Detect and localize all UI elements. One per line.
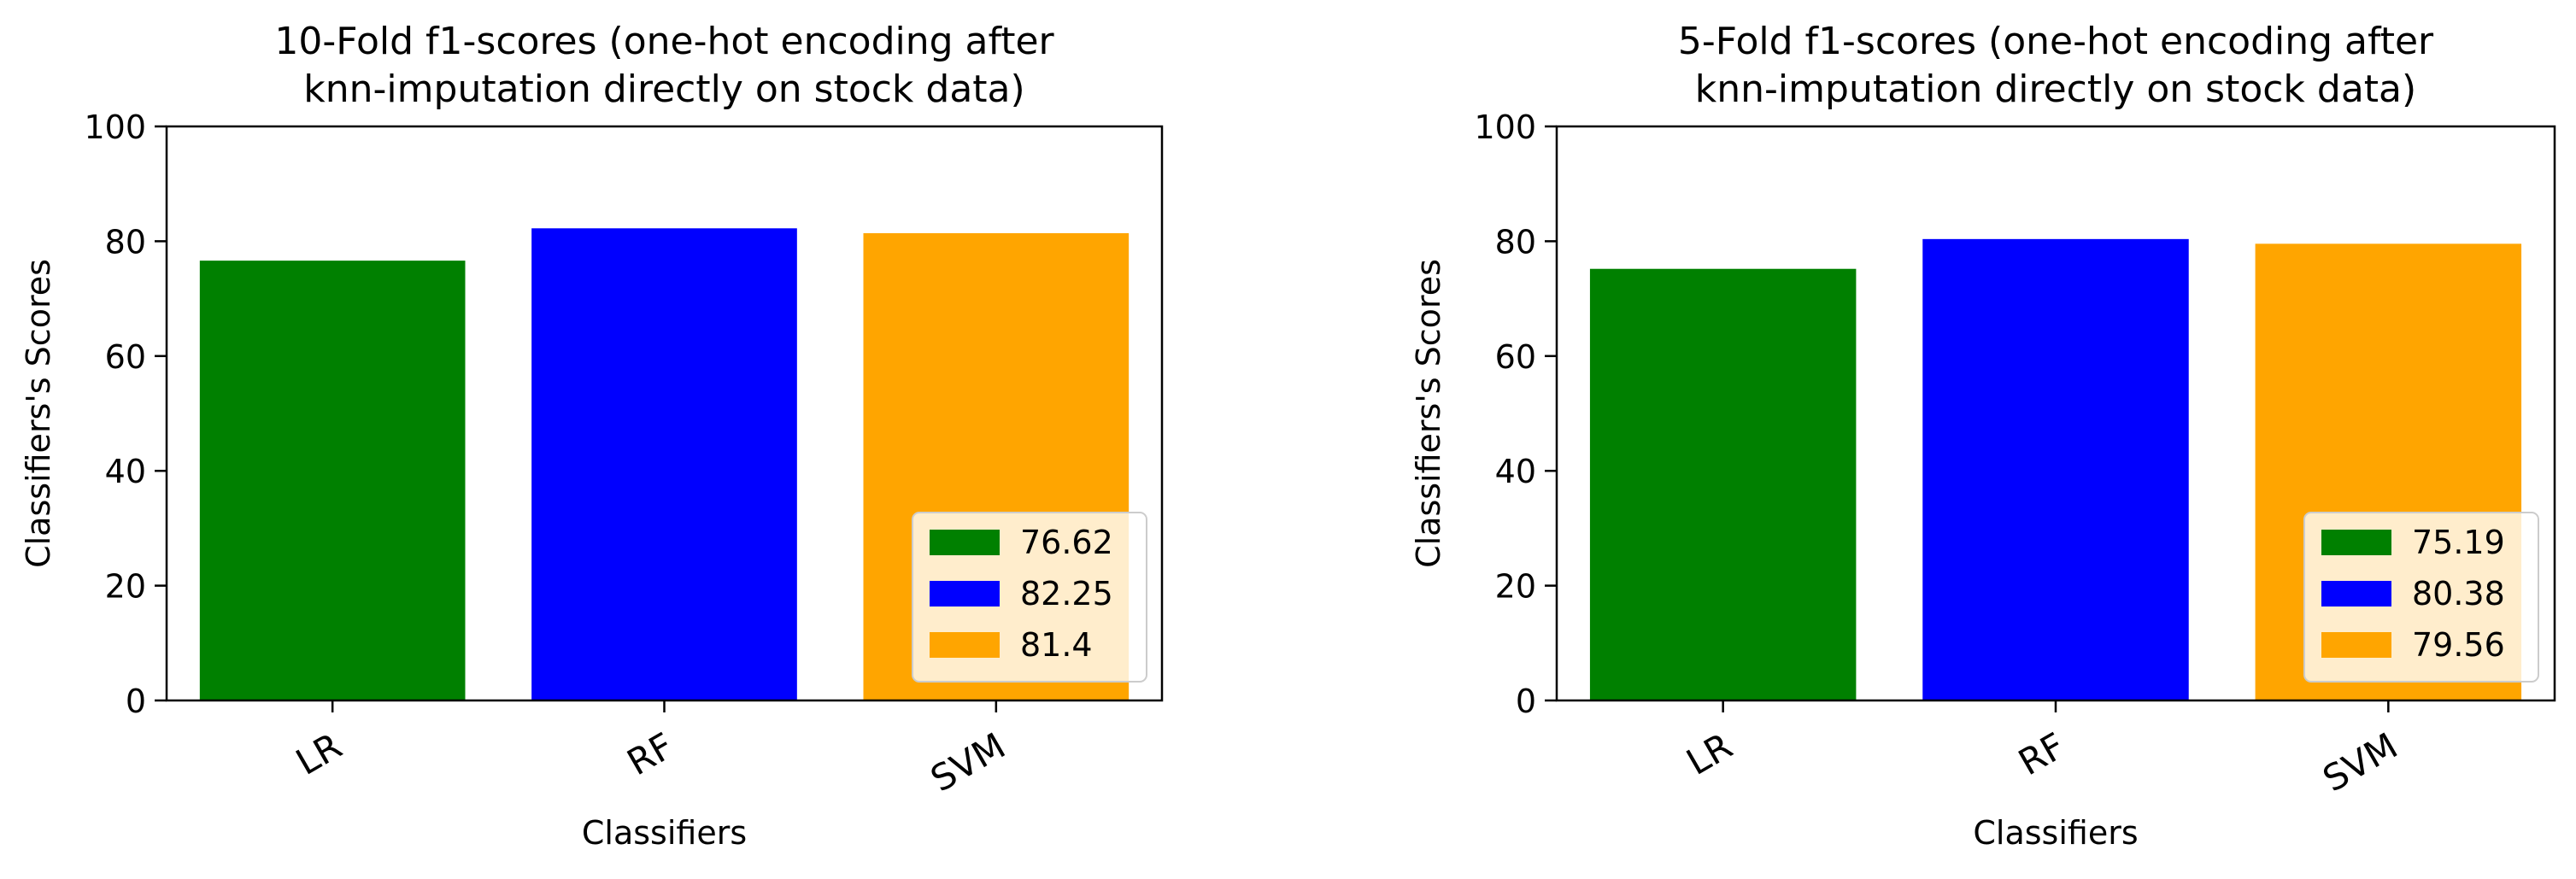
legend: 75.19 80.38 79.56: [2303, 512, 2539, 683]
legend-label: 76.62: [1020, 524, 1113, 561]
y-tick-label: 0: [1516, 683, 1536, 720]
legend-label: 80.38: [2412, 575, 2505, 612]
bar-rf: [531, 228, 797, 700]
y-tick-label: 80: [1495, 223, 1536, 261]
y-tick-label: 0: [126, 683, 146, 720]
bar-rf: [1922, 238, 2189, 700]
x-tick-label: SVM: [924, 724, 1012, 800]
legend-label: 81.4: [1020, 626, 1093, 664]
y-axis-label: Classifiers's Scores: [1410, 259, 1447, 568]
bar-lr: [199, 261, 466, 700]
legend-swatch: [2321, 581, 2391, 607]
x-tick-label: LR: [1680, 724, 1740, 783]
legend-label: 79.56: [2412, 626, 2505, 664]
y-axis-label: Classifiers's Scores: [20, 259, 57, 568]
y-tick-label: 80: [105, 223, 146, 261]
chart-title: knn-imputation directly on stock data): [1695, 67, 2416, 111]
legend: 76.62 82.25 81.4: [912, 512, 1147, 683]
x-axis-label: Classifiers: [582, 814, 747, 852]
y-tick-label: 100: [84, 108, 146, 146]
legend-swatch: [930, 530, 1000, 555]
y-tick-label: 20: [1495, 568, 1536, 606]
x-tick-label: LR: [289, 724, 349, 783]
legend-swatch: [2321, 632, 2391, 658]
chart-title: 10-Fold f1-scores (one-hot encoding afte…: [274, 20, 1054, 63]
legend-label: 82.25: [1020, 575, 1113, 612]
y-tick-label: 60: [105, 338, 146, 376]
legend-swatch: [2321, 530, 2391, 555]
y-tick-label: 40: [105, 453, 146, 490]
x-tick-label: RF: [2011, 724, 2072, 783]
legend-swatch: [930, 581, 1000, 607]
legend-swatch: [930, 632, 1000, 658]
chart-title: 5-Fold f1-scores (one-hot encoding after: [1678, 20, 2434, 63]
chart-2: 5-Fold f1-scores (one-hot encoding after…: [1410, 20, 2556, 852]
y-tick-label: 40: [1495, 453, 1536, 490]
bar-lr: [1589, 268, 1857, 700]
y-tick-label: 20: [105, 568, 146, 606]
x-tick-label: RF: [620, 724, 681, 783]
x-tick-label: SVM: [2315, 724, 2404, 800]
y-tick-label: 100: [1474, 108, 1536, 146]
chart-title: knn-imputation directly on stock data): [303, 67, 1024, 111]
legend-label: 75.19: [2412, 524, 2505, 561]
chart-1: 10-Fold f1-scores (one-hot encoding afte…: [20, 20, 1164, 852]
y-tick-label: 60: [1495, 338, 1536, 376]
x-axis-label: Classifiers: [1973, 814, 2138, 852]
